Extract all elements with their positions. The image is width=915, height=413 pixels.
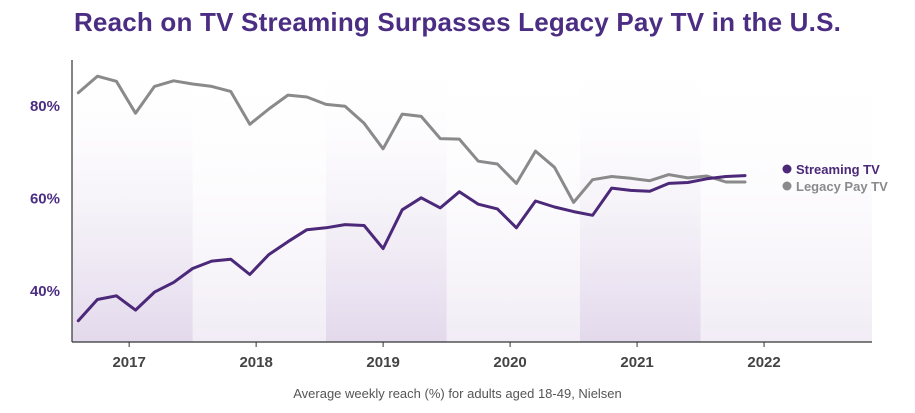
x-tick-labels: 2017 2018 2019 2020 2021 2022 bbox=[112, 342, 781, 371]
legend-label: Legacy Pay TV bbox=[796, 179, 888, 194]
y-tick-label: 60% bbox=[30, 191, 60, 208]
legend-label: Streaming TV bbox=[796, 162, 880, 177]
y-tick-label: 40% bbox=[30, 283, 60, 300]
y-tick-label: 80% bbox=[30, 98, 60, 115]
x-tick-label: 2018 bbox=[239, 354, 272, 371]
shaded-band-2021 bbox=[579, 60, 701, 342]
shaded-band-2017 bbox=[72, 60, 193, 342]
legend: Streaming TV Legacy Pay TV bbox=[782, 162, 888, 194]
chart-footnote: Average weekly reach (%) for adults aged… bbox=[293, 386, 622, 401]
x-tick-label: 2019 bbox=[366, 354, 399, 371]
series-line-legacy-pay-tv bbox=[76, 74, 747, 204]
legend-marker bbox=[782, 164, 792, 174]
x-tick-label: 2017 bbox=[112, 354, 145, 371]
y-tick-labels: 40% 60% 80% bbox=[30, 98, 60, 300]
x-tick-label: 2021 bbox=[620, 354, 653, 371]
legend-marker bbox=[782, 181, 792, 191]
x-tick-label: 2022 bbox=[747, 354, 780, 371]
axes bbox=[71, 60, 872, 343]
x-tick-label: 2020 bbox=[493, 354, 526, 371]
series-lines bbox=[76, 74, 747, 323]
chart-title: Reach on TV Streaming Surpasses Legacy P… bbox=[73, 7, 842, 37]
series-line-streaming-tv bbox=[76, 174, 747, 323]
